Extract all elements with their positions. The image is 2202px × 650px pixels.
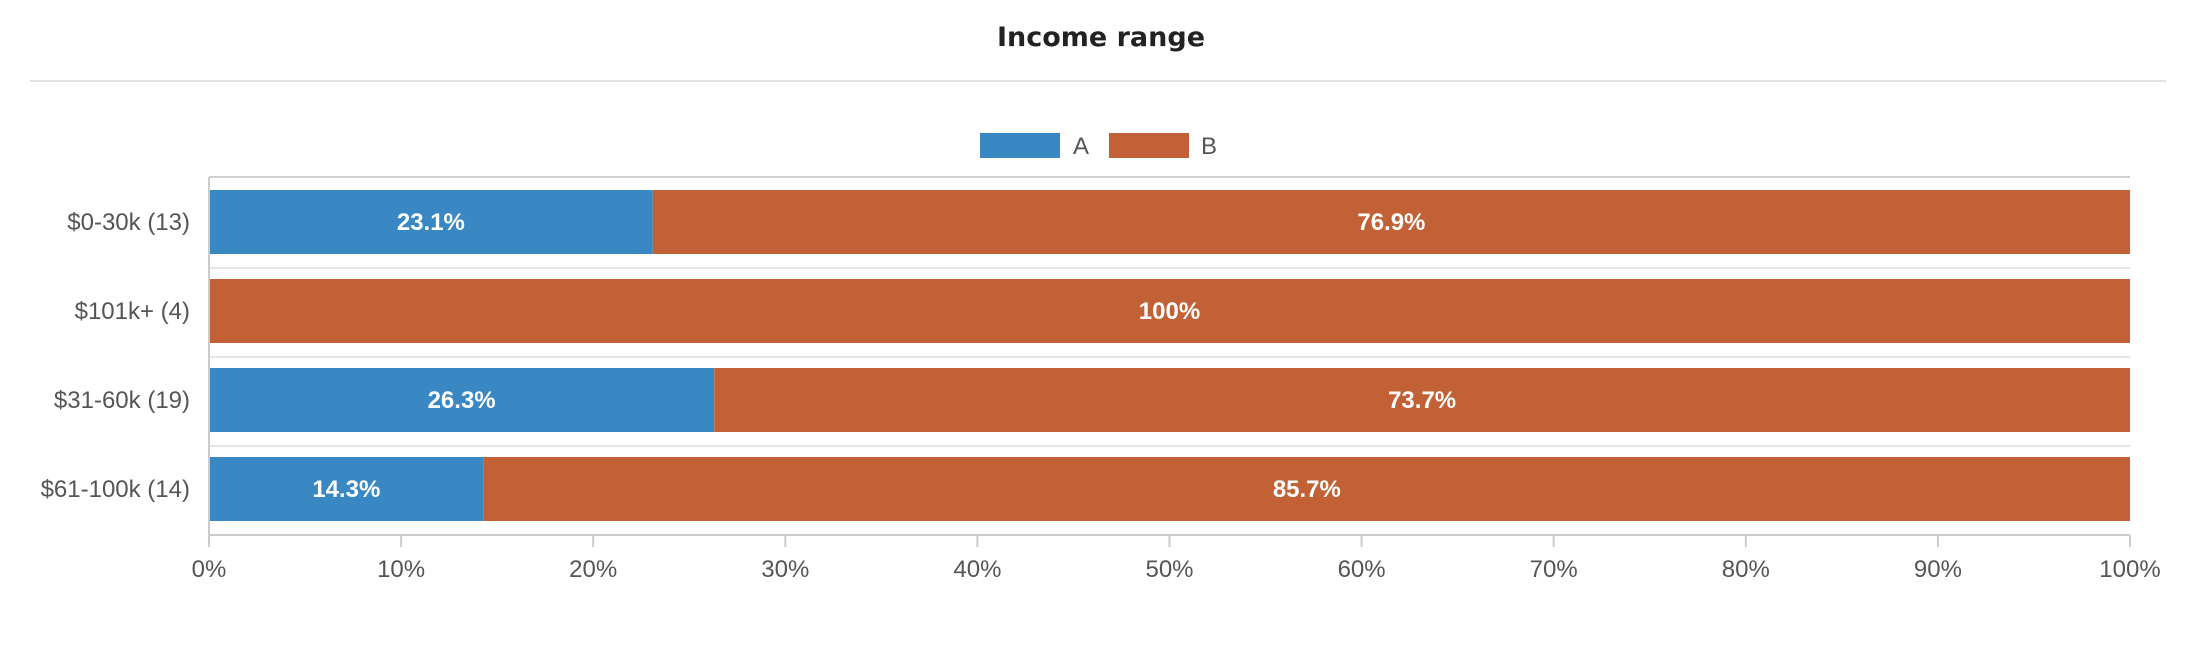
bar-value-label: 14.3% [312,476,380,503]
x-axis: 0% 10% 20% 30% 40% 50% 60% 70% 80% 90% 100% [192,177,2161,583]
bar-segment-b[interactable] [209,279,2130,343]
legend-item-b[interactable]: B [1109,133,1217,160]
bar-value-label: 23.1% [397,209,465,236]
x-tick-label: 90% [1914,556,1962,583]
legend-swatch [1109,133,1189,158]
x-tick-label: 0% [192,556,227,583]
bar-value-label: 26.3% [428,387,496,414]
x-tick-label: 50% [1145,556,1193,583]
bar-segment-a[interactable] [209,190,653,254]
bar-value-label: 100% [1139,298,1200,325]
x-tick-label: 40% [953,556,1001,583]
category-label: $0-30k (13) [67,209,190,236]
legend-swatch [980,133,1060,158]
bar-value-label: 76.9% [1357,209,1425,236]
legend-label: B [1201,133,1217,160]
category-label: $61-100k (14) [41,476,190,503]
bar-segment-a[interactable] [209,457,484,521]
bar-segment-b[interactable] [483,457,2130,521]
legend-item-a[interactable]: A [980,133,1089,160]
bar-value-label: 73.7% [1388,387,1456,414]
category-label: $101k+ (4) [75,298,190,325]
x-tick-label: 30% [761,556,809,583]
x-tick-label: 80% [1722,556,1770,583]
bar-segment-a[interactable] [209,368,715,432]
title-divider [30,80,2166,82]
bar-segment-b[interactable] [652,190,2130,254]
x-tick-label: 60% [1338,556,1386,583]
bar-segment-b[interactable] [714,368,2130,432]
plot-area: 23.1% 76.9% 100% 26.3% 73.7% 14.3% 85.7% [209,176,2130,521]
legend-label: A [1073,133,1089,160]
x-tick-label: 70% [1530,556,1578,583]
bar-value-label: 85.7% [1273,476,1341,503]
y-axis-categories: $0-30k (13) $101k+ (4) $31-60k (19) $61-100… [41,209,190,503]
category-label: $31-60k (19) [54,387,190,414]
x-tick-label: 20% [569,556,617,583]
x-tick-label: 100% [2099,556,2160,583]
x-tick-label: 10% [377,556,425,583]
chart-title: Income range [996,22,1206,53]
